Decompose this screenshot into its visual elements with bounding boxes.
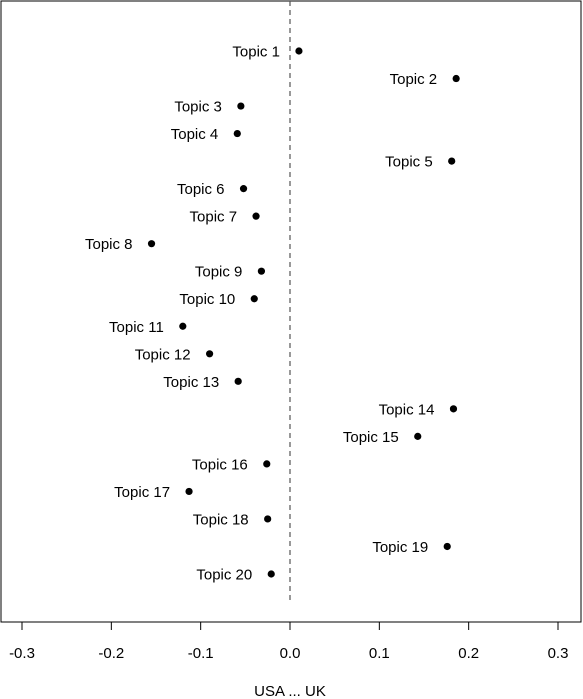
x-axis-ticks: -0.3 -0.2 -0.1 0.0 0.1 0.2 0.3 xyxy=(9,622,568,662)
data-point xyxy=(452,74,460,83)
data-point xyxy=(443,542,451,551)
data-point xyxy=(295,47,303,55)
data-point xyxy=(252,212,260,220)
data-point xyxy=(250,295,258,303)
x-tick-label: -0.3 xyxy=(9,645,35,662)
point-label: Topic 17 xyxy=(114,484,170,501)
data-point xyxy=(449,405,458,413)
point-label: Topic 9 xyxy=(195,264,243,281)
data-point xyxy=(257,267,266,275)
data-point xyxy=(239,185,248,193)
x-tick-label: -0.1 xyxy=(188,645,214,662)
data-point xyxy=(206,350,214,358)
x-tick-label: 0.3 xyxy=(548,645,569,662)
x-axis-title: USA ... UK xyxy=(254,683,326,699)
point-label: Topic 10 xyxy=(179,291,235,308)
point-label: Topic 13 xyxy=(163,374,219,391)
point-label: Topic 12 xyxy=(135,346,191,363)
point-label: Topic 7 xyxy=(190,209,238,226)
point-label: Topic 11 xyxy=(109,319,164,336)
data-point xyxy=(234,377,242,385)
point-label: Topic 3 xyxy=(174,99,222,116)
point-label: Topic 5 xyxy=(385,154,433,171)
point-label: Topic 4 xyxy=(171,126,219,143)
point-label: Topic 8 xyxy=(85,236,133,253)
point-label: Topic 20 xyxy=(196,567,252,584)
plot-frame xyxy=(0,0,582,623)
point-label: Topic 6 xyxy=(177,181,225,198)
data-point xyxy=(185,487,193,496)
data-point xyxy=(233,129,241,138)
data-point xyxy=(267,570,275,578)
point-label: Topic 18 xyxy=(193,511,249,528)
x-tick-label: -0.2 xyxy=(98,645,124,662)
data-point xyxy=(414,432,422,440)
data-point xyxy=(448,157,456,165)
x-tick-label: 0.2 xyxy=(458,645,479,662)
point-label: Topic 16 xyxy=(192,456,248,473)
point-label: Topic 14 xyxy=(379,401,435,418)
point-label: Topic 1 xyxy=(232,44,280,61)
x-tick-label: 0.1 xyxy=(369,645,390,662)
data-point xyxy=(263,460,271,468)
data-point xyxy=(147,240,156,248)
point-label: Topic 15 xyxy=(343,429,399,446)
point-label: Topic 2 xyxy=(390,71,438,88)
x-tick-label: 0.0 xyxy=(280,645,301,662)
data-point xyxy=(264,515,272,523)
data-point xyxy=(237,102,245,110)
data-point xyxy=(179,322,187,330)
point-label: Topic 19 xyxy=(372,539,428,556)
data-points: Topic 1 Topic 2 Topic 3 Topic 4 Topic 5 Topic… xyxy=(85,44,460,584)
